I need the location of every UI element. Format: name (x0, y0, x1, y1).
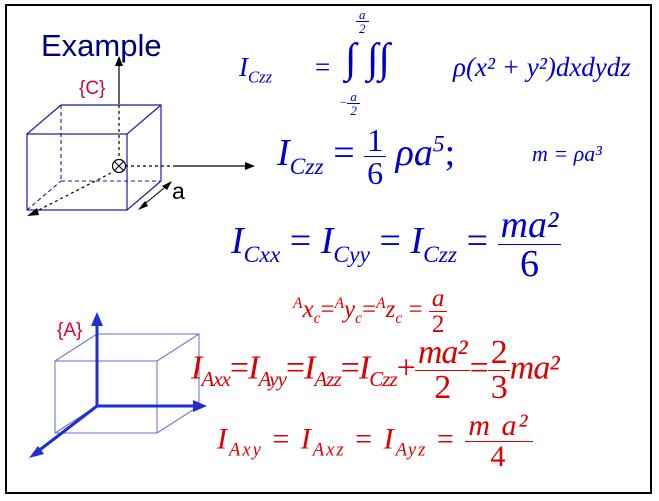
mass-equation: m = ρa³ (532, 141, 602, 166)
cube-c-front-face (26, 133, 128, 211)
cube-diagram-a (29, 312, 207, 458)
slide: Example (5, 4, 652, 494)
frame-a-label: {A} (57, 320, 83, 341)
cube-c-y-arrow (245, 162, 255, 170)
slide-title: Example (41, 28, 162, 63)
frame-a-y-arrow (193, 400, 207, 412)
equation-3: ICxx = ICyy = ICzz = ma² 6 (231, 206, 562, 283)
cube-c-z-arrow (115, 56, 123, 66)
frame-a-z-arrow (91, 312, 103, 326)
equation-5: IAxx=IAyy=IAzz=ICzz+ ma² 2 = 2 3 ma² (191, 334, 560, 406)
cube-diagram-c (26, 56, 255, 216)
cube-c-x-arrow (27, 208, 39, 216)
dimension-label: a (172, 178, 185, 204)
frame-c-label: {C} (79, 78, 106, 99)
equation-6: IAxy = IAxz = IAyz = m a² 4 (217, 411, 533, 472)
frame-a-x-arrow (29, 446, 44, 458)
